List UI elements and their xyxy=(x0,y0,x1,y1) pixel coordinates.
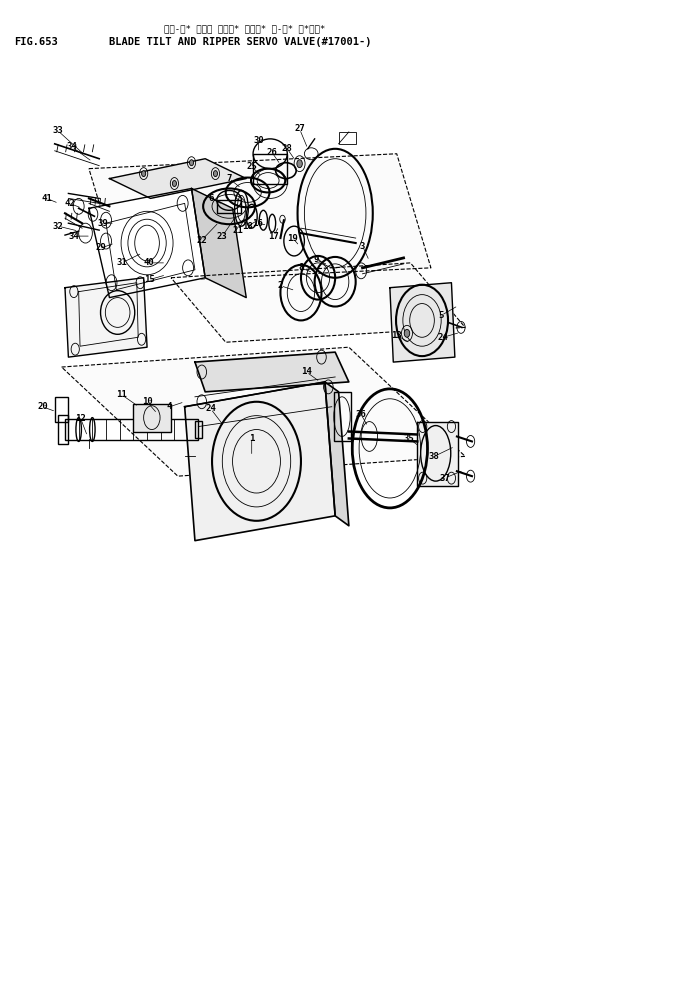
Polygon shape xyxy=(89,188,205,298)
Text: 2: 2 xyxy=(278,281,283,291)
Bar xyxy=(133,404,171,432)
Text: 9: 9 xyxy=(313,255,319,265)
Polygon shape xyxy=(62,347,465,476)
Text: 12: 12 xyxy=(75,414,86,424)
Text: 10: 10 xyxy=(142,397,153,407)
Polygon shape xyxy=(65,278,147,357)
Text: 36: 36 xyxy=(356,410,367,420)
Polygon shape xyxy=(390,283,455,362)
Circle shape xyxy=(404,329,410,337)
Text: 39: 39 xyxy=(97,218,108,228)
Text: 29: 29 xyxy=(96,243,107,253)
Text: 1: 1 xyxy=(249,434,254,443)
Text: 32: 32 xyxy=(53,221,64,231)
Text: 24: 24 xyxy=(438,332,449,342)
Bar xyxy=(58,415,68,444)
Text: 16: 16 xyxy=(252,218,263,228)
Bar xyxy=(253,154,287,184)
Text: 20: 20 xyxy=(37,402,48,412)
Text: 5: 5 xyxy=(438,310,444,320)
Polygon shape xyxy=(171,263,465,342)
Text: 26: 26 xyxy=(267,148,278,158)
Bar xyxy=(334,392,351,441)
Text: 25: 25 xyxy=(246,162,257,172)
Text: 15: 15 xyxy=(144,275,155,285)
Text: FIG.653: FIG.653 xyxy=(14,37,57,47)
Text: 40: 40 xyxy=(144,258,155,268)
Bar xyxy=(195,421,202,438)
Circle shape xyxy=(172,181,176,186)
Polygon shape xyxy=(185,382,335,541)
Text: 38: 38 xyxy=(429,451,440,461)
Bar xyxy=(339,132,356,144)
Text: 41: 41 xyxy=(41,193,52,203)
Text: 7: 7 xyxy=(226,174,232,184)
Text: 21: 21 xyxy=(233,225,244,235)
Text: BLADE TILT AND RIPPER SERVO VALVE(#17001-): BLADE TILT AND RIPPER SERVO VALVE(#17001… xyxy=(109,37,372,47)
Text: 18: 18 xyxy=(242,221,253,231)
Text: 31: 31 xyxy=(116,258,127,268)
Polygon shape xyxy=(195,352,349,392)
Polygon shape xyxy=(417,422,458,486)
Bar xyxy=(217,200,241,213)
Circle shape xyxy=(297,160,302,168)
Text: 30: 30 xyxy=(253,136,264,146)
Text: 34: 34 xyxy=(66,142,77,152)
Text: 8: 8 xyxy=(298,263,304,273)
Text: 6: 6 xyxy=(208,193,213,203)
Polygon shape xyxy=(192,188,246,298)
Text: 28: 28 xyxy=(282,144,293,154)
Text: 42: 42 xyxy=(64,198,75,208)
Text: 35: 35 xyxy=(404,434,415,443)
Text: 11: 11 xyxy=(116,390,127,400)
Text: 37: 37 xyxy=(439,473,450,483)
Text: 17: 17 xyxy=(268,231,279,241)
Text: 33: 33 xyxy=(53,126,64,136)
Text: 22: 22 xyxy=(196,235,207,245)
Text: 19: 19 xyxy=(287,233,298,243)
Circle shape xyxy=(213,171,218,177)
Text: 14: 14 xyxy=(301,367,312,377)
Text: 3: 3 xyxy=(360,241,365,251)
Circle shape xyxy=(142,171,146,177)
Polygon shape xyxy=(325,382,349,526)
Polygon shape xyxy=(89,154,431,283)
Text: 24: 24 xyxy=(205,404,216,414)
Text: ブレ-ド* チルト オヨビ* リッパ* サ-ボ* バ*ルブ*: ブレ-ド* チルト オヨビ* リッパ* サ-ボ* バ*ルブ* xyxy=(164,25,326,34)
Text: 34: 34 xyxy=(68,231,79,241)
Text: 27: 27 xyxy=(294,124,305,134)
Circle shape xyxy=(189,160,194,166)
Polygon shape xyxy=(109,159,246,198)
Bar xyxy=(55,397,68,422)
Text: 13: 13 xyxy=(391,330,402,340)
Text: 23: 23 xyxy=(217,231,228,241)
Bar xyxy=(65,419,198,440)
Text: 4: 4 xyxy=(167,402,172,412)
